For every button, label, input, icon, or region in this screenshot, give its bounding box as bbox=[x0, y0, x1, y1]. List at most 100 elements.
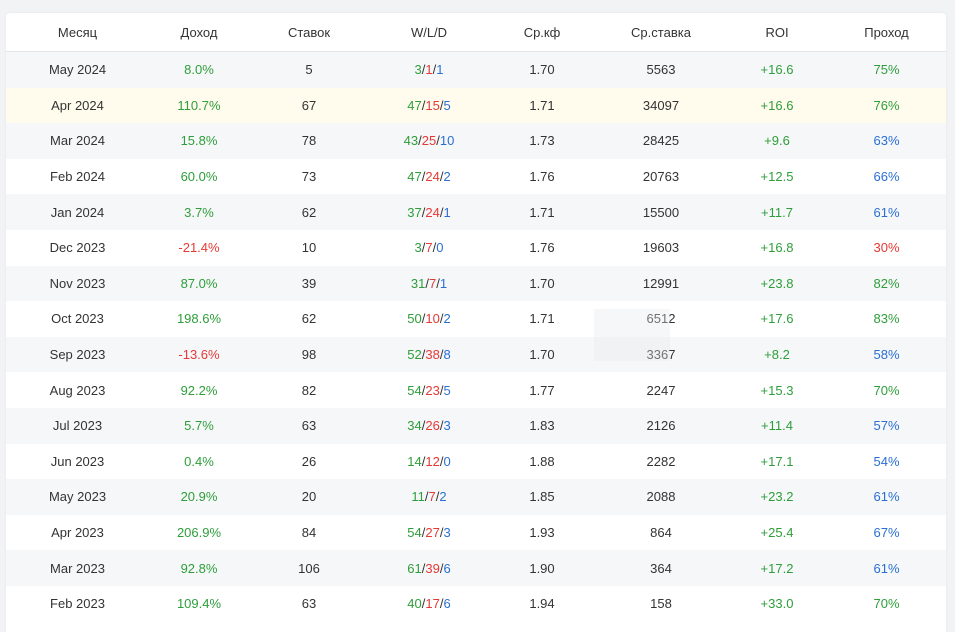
monthly-stats-table: Месяц Доход Ставок W/L/D Ср.кф Ср.ставка… bbox=[6, 13, 946, 622]
cell-bets: 10 bbox=[301, 240, 317, 256]
cell-wld: 34/26/3 bbox=[369, 407, 489, 444]
cell-bets: 82 bbox=[301, 382, 317, 398]
table-row[interactable]: Oct 2023 198.6% 62 50/10/2 1.71 6512 +17.6 83% bbox=[6, 301, 946, 337]
cell-month: Oct 2023 bbox=[51, 311, 104, 327]
draws-count: 5 bbox=[443, 97, 451, 113]
wins-count: 47 bbox=[407, 169, 422, 185]
cell-month: Feb 2023 bbox=[50, 596, 105, 612]
wld-separator: / bbox=[424, 489, 429, 505]
table-row[interactable]: Aug 2023 92.2% 82 54/23/5 1.77 2247 +15.3 70% bbox=[6, 372, 946, 408]
cell-month: Mar 2023 bbox=[6, 550, 149, 586]
header-roi[interactable]: ROI bbox=[727, 13, 827, 52]
cell-avg-odds: 1.93 bbox=[529, 525, 555, 541]
wld-separator: / bbox=[421, 525, 426, 541]
cell-bets: 84 bbox=[301, 525, 317, 541]
header-avg-odds[interactable]: Ср.кф bbox=[489, 13, 595, 52]
cell-bets: 39 bbox=[249, 265, 369, 302]
table-row[interactable]: Jan 2024 3.7% 62 37/24/1 1.71 15500 +11.7 61% bbox=[6, 194, 946, 230]
cell-wld: 47/24/2 bbox=[369, 159, 489, 195]
cell-pass-rate: 83% bbox=[873, 311, 900, 327]
wld-separator: / bbox=[421, 204, 426, 220]
table-row[interactable]: Dec 2023 -21.4% 10 3/7/0 1.76 19603 +16.8 30% bbox=[6, 230, 946, 266]
cell-avg-stake: 5563 bbox=[595, 51, 727, 88]
cell-pass-rate: 70% bbox=[873, 596, 900, 612]
header-income[interactable]: Доход bbox=[149, 13, 249, 52]
cell-avg-odds: 1.70 bbox=[489, 51, 595, 88]
cell-avg-stake: 12991 bbox=[595, 265, 727, 302]
table-row[interactable]: May 2024 8.0% 5 3/1/1 1.70 5563 +16.6 75% bbox=[6, 51, 946, 88]
table-row[interactable]: Feb 2023 109.4% 63 40/17/6 1.94 158 +33.0 70% bbox=[6, 586, 946, 622]
table-row[interactable]: Jun 2023 0.4% 26 14/12/0 1.88 2282 +17.1 54% bbox=[6, 444, 946, 480]
cell-bets: 63 bbox=[301, 596, 317, 612]
cell-wld: 11/7/2 bbox=[369, 479, 489, 515]
wins-count: 54 bbox=[407, 525, 422, 541]
cell-avg-stake: 2282 bbox=[646, 453, 676, 469]
cell-avg-odds: 1.76 bbox=[529, 240, 555, 256]
wld-separator: / bbox=[421, 62, 426, 78]
cell-pass-rate: 66% bbox=[873, 169, 900, 185]
draws-count: 0 bbox=[436, 240, 444, 256]
cell-income: 20.9% bbox=[149, 479, 249, 515]
wld-separator: / bbox=[432, 62, 437, 78]
cell-month: Jun 2023 bbox=[50, 453, 105, 469]
table-row[interactable]: Sep 2023 -13.6% 98 52/38/8 1.70 3367 +8.2 58% bbox=[6, 336, 946, 373]
cell-bets: 67 bbox=[249, 87, 369, 124]
table-row[interactable]: Apr 2024 110.7% 67 47/15/5 1.71 34097 +16.6 76% bbox=[6, 87, 946, 124]
cell-pass-rate: 61% bbox=[827, 479, 946, 515]
wins-count: 61 bbox=[407, 560, 422, 576]
losses-count: 23 bbox=[425, 382, 440, 398]
cell-avg-odds: 1.71 bbox=[529, 311, 555, 327]
cell-pass-rate: 57% bbox=[827, 407, 946, 444]
cell-wld: 40/17/6 bbox=[369, 586, 489, 622]
cell-wld: 14/12/0 bbox=[369, 444, 489, 480]
wins-count: 43 bbox=[403, 133, 419, 149]
wins-count: 14 bbox=[407, 453, 422, 469]
cell-bets: 62 bbox=[301, 311, 317, 327]
wld-separator: / bbox=[436, 133, 440, 149]
cell-roi: +11.7 bbox=[727, 194, 827, 230]
cell-bets: 20 bbox=[249, 479, 369, 515]
draws-count: 2 bbox=[443, 311, 451, 327]
cell-avg-odds: 1.71 bbox=[489, 87, 595, 124]
cell-month: Jan 2024 bbox=[6, 194, 149, 230]
cell-roi: +11.4 bbox=[727, 407, 827, 444]
cell-wld: 47/15/5 bbox=[369, 87, 489, 124]
cell-roi: +17.2 bbox=[727, 550, 827, 586]
cell-bets: 98 bbox=[249, 336, 369, 373]
header-pass-rate[interactable]: Проход bbox=[827, 13, 946, 52]
table-row[interactable]: Jul 2023 5.7% 63 34/26/3 1.83 2126 +11.4 57% bbox=[6, 407, 946, 444]
table-row[interactable]: Mar 2024 15.8% 78 43/25/10 1.73 28425 +9.6 63% bbox=[6, 123, 946, 159]
table-row[interactable]: Apr 2023 206.9% 84 54/27/3 1.93 864 +25.4 67% bbox=[6, 515, 946, 551]
losses-count: 25 bbox=[421, 133, 437, 149]
wld-separator: / bbox=[421, 169, 426, 185]
wld-separator: / bbox=[439, 525, 444, 541]
draws-count: 0 bbox=[443, 453, 451, 469]
cell-roi: +16.6 bbox=[727, 51, 827, 88]
cell-avg-stake: 20763 bbox=[642, 169, 680, 185]
losses-count: 12 bbox=[425, 453, 440, 469]
cell-pass-rate: 54% bbox=[873, 453, 900, 469]
cell-pass-rate: 67% bbox=[873, 525, 900, 541]
cell-pass-rate: 58% bbox=[827, 336, 946, 373]
header-wld[interactable]: W/L/D bbox=[369, 13, 489, 52]
cell-bets: 63 bbox=[249, 407, 369, 444]
cell-avg-odds: 1.90 bbox=[489, 550, 595, 586]
header-avg-stake[interactable]: Ср.ставка bbox=[595, 13, 727, 52]
cell-month: May 2023 bbox=[6, 479, 149, 515]
table-row[interactable]: Feb 2024 60.0% 73 47/24/2 1.76 20763 +12.5 66% bbox=[6, 159, 946, 195]
cell-roi: +9.6 bbox=[727, 123, 827, 159]
table-row[interactable]: Mar 2023 92.8% 106 61/39/6 1.90 364 +17.2 61% bbox=[6, 550, 946, 586]
cell-month: Apr 2023 bbox=[51, 525, 104, 541]
wld-separator: / bbox=[425, 275, 429, 291]
header-bets[interactable]: Ставок bbox=[249, 13, 369, 52]
wld-separator: / bbox=[439, 97, 444, 113]
cell-roi: +8.2 bbox=[727, 336, 827, 373]
table-row[interactable]: Nov 2023 87.0% 39 31/7/1 1.70 12991 +23.8 82% bbox=[6, 265, 946, 302]
cell-avg-odds: 1.94 bbox=[529, 596, 555, 612]
cell-avg-stake: 158 bbox=[650, 596, 672, 612]
header-month[interactable]: Месяц bbox=[6, 13, 149, 52]
draws-count: 1 bbox=[443, 204, 451, 220]
table-row[interactable]: May 2023 20.9% 20 11/7/2 1.85 2088 +23.2 61% bbox=[6, 479, 946, 515]
cell-income: 198.6% bbox=[176, 311, 222, 327]
losses-count: 39 bbox=[425, 560, 440, 576]
